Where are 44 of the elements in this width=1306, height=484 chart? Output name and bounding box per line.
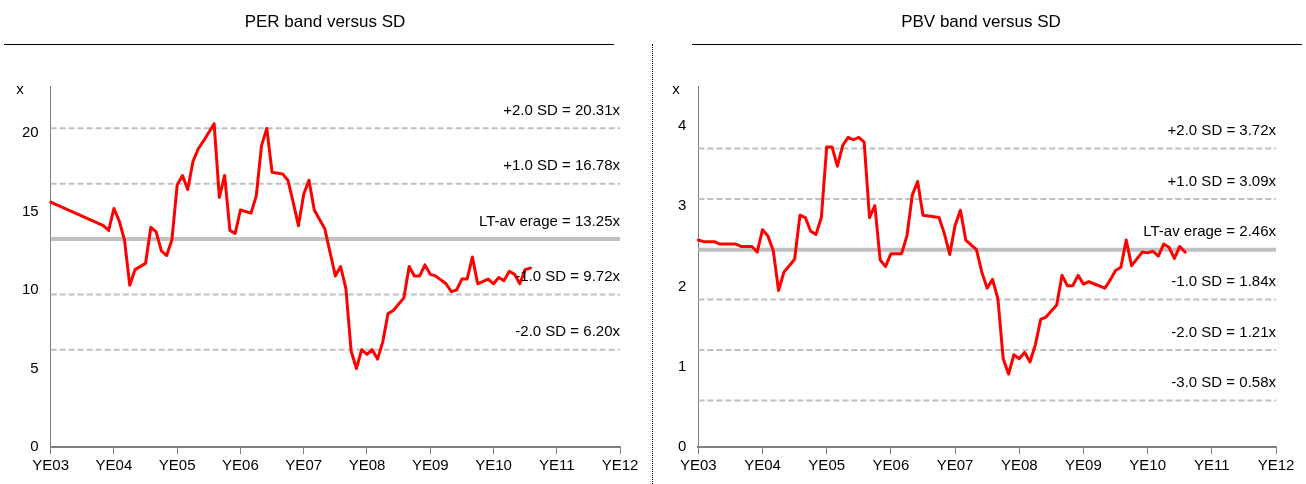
x-tick-label: YE03 <box>32 456 70 474</box>
x-tick-label: YE04 <box>744 456 781 474</box>
chart-title: PER band versus SD <box>243 12 407 32</box>
ref-line-label: +2.0 SD = 3.72x <box>1167 121 1277 139</box>
x-tick-label: YE03 <box>679 456 717 474</box>
y-axis-title: x <box>16 80 25 98</box>
x-tick-label: YE10 <box>475 456 512 474</box>
ref-line-label: -2.0 SD = 6.20x <box>515 322 621 340</box>
ref-line-label: -1.0 SD = 1.84x <box>1171 272 1277 290</box>
x-tick-label: YE05 <box>808 456 846 474</box>
ref-line-label: LT-av erage = 13.25x <box>478 211 621 229</box>
y-tick-label: 0 <box>678 437 687 455</box>
y-tick-label: 1 <box>678 356 687 374</box>
x-tick-label: YE04 <box>95 456 133 474</box>
x-tick-label: YE12 <box>1257 456 1295 474</box>
x-tick-label: YE08 <box>1000 456 1038 474</box>
x-tick-label: YE07 <box>285 456 323 474</box>
y-tick-label: 3 <box>678 196 687 214</box>
x-tick-label: YE08 <box>348 456 386 474</box>
y-tick-label: 10 <box>22 280 39 298</box>
y-tick-label: 20 <box>22 123 39 141</box>
x-tick-label: YE09 <box>1065 456 1102 474</box>
x-tick-label: YE05 <box>158 456 196 474</box>
ref-line-label: +1.0 SD = 3.09x <box>1167 171 1277 189</box>
ref-line-label: +1.0 SD = 16.78x <box>503 156 621 174</box>
y-axis-title: x <box>672 80 681 98</box>
ref-line-label: -2.0 SD = 1.21x <box>1171 322 1277 340</box>
ref-line-label: LT-av erage = 2.46x <box>1143 222 1277 240</box>
x-tick-label: YE11 <box>1194 456 1230 474</box>
x-tick-label: YE11 <box>538 456 575 474</box>
y-tick-label: 0 <box>30 437 39 455</box>
x-tick-label: YE06 <box>222 456 259 474</box>
y-tick-label: 5 <box>30 358 39 376</box>
x-tick-label: YE12 <box>601 456 639 474</box>
x-tick-label: YE06 <box>872 456 910 474</box>
x-tick-label: YE09 <box>411 456 449 474</box>
ref-line-label: -3.0 SD = 0.58x <box>1171 373 1277 391</box>
y-tick-label: 2 <box>678 276 687 294</box>
ref-line-label: +2.0 SD = 20.31x <box>503 100 621 118</box>
y-tick-label: 15 <box>22 201 39 219</box>
x-tick-label: YE07 <box>936 456 974 474</box>
chart-title: PBV band versus SD <box>900 12 1062 32</box>
y-tick-label: 4 <box>678 116 687 134</box>
x-tick-label: YE10 <box>1129 456 1166 474</box>
